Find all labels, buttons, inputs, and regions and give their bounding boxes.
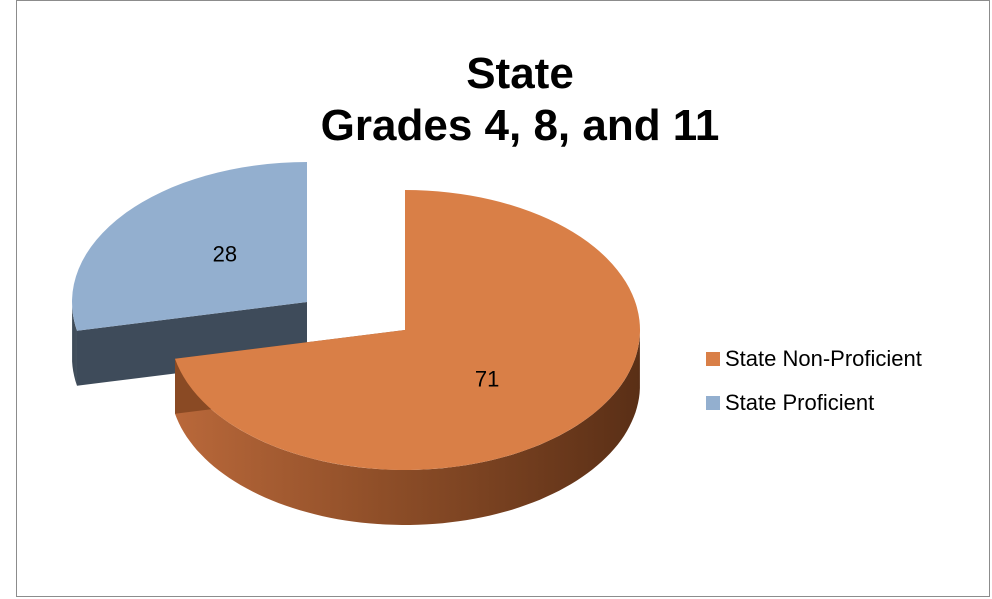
legend-swatch-non-proficient <box>706 352 720 366</box>
data-label-non-proficient: 71 <box>475 367 499 392</box>
legend: State Non-Proficient State Proficient <box>706 337 922 425</box>
legend-item-non-proficient: State Non-Proficient <box>706 337 922 381</box>
legend-swatch-proficient <box>706 396 720 410</box>
legend-label-proficient: State Proficient <box>725 390 874 416</box>
data-label-proficient: 28 <box>213 241 237 266</box>
legend-label-non-proficient: State Non-Proficient <box>725 346 922 372</box>
legend-item-proficient: State Proficient <box>706 381 922 425</box>
pie-top-proficient <box>72 162 307 331</box>
